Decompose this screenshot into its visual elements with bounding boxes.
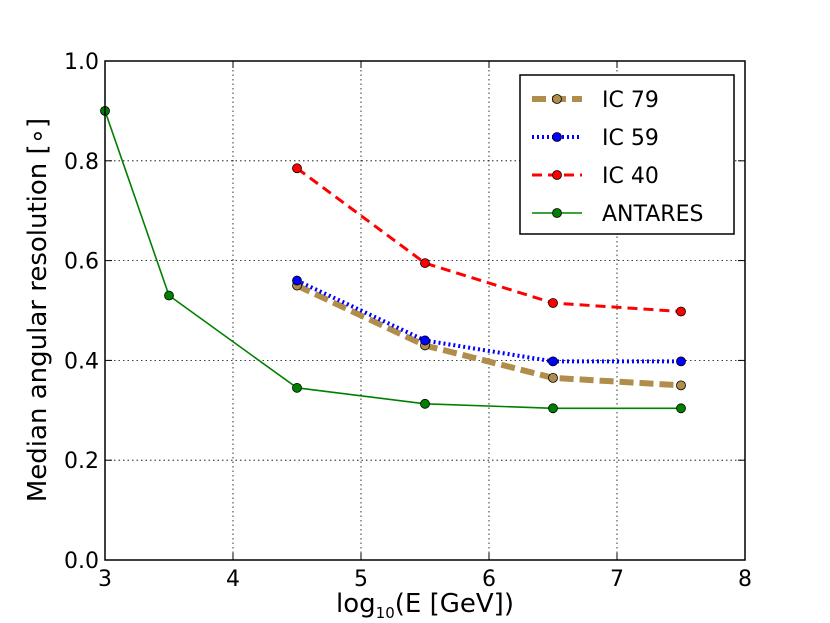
series-ic-79 [292, 280, 686, 391]
legend-entry-ic-40: IC 40 [532, 164, 659, 189]
x-axis-title-suffix: (E [GeV]) [395, 589, 514, 619]
series-line-ic-59 [296, 278, 681, 364]
legend-marker-ic-59 [552, 132, 562, 142]
data-point-ic-59 [420, 335, 430, 346]
data-point-ic-40 [548, 298, 558, 308]
y-tick-label: 1.0 [64, 50, 99, 75]
data-point-ic-59 [292, 275, 302, 286]
legend-label-ic-40: IC 40 [602, 164, 659, 189]
x-tick-label: 6 [482, 567, 496, 592]
legend-marker-ic-40 [552, 170, 562, 180]
series-ic-59 [292, 275, 686, 367]
y-tick-label: 0.0 [64, 549, 99, 574]
x-tick-label: 3 [98, 567, 112, 592]
data-point-antares [292, 382, 302, 393]
data-point-ic-59 [676, 356, 686, 367]
data-point-ic-59 [548, 356, 558, 367]
data-point-ic-79 [548, 372, 558, 383]
series-line-antares [104, 110, 681, 410]
legend-entry-ic-79: IC 79 [532, 88, 659, 113]
series-line-ic-79 [295, 282, 682, 389]
series-ic-40 [292, 163, 686, 317]
legend: IC 79 IC 59 IC 40 ANTARES [519, 74, 735, 235]
y-tick-label: 0.6 [64, 250, 99, 275]
series-layer [100, 106, 686, 414]
data-point-ic-40 [676, 306, 686, 317]
series-line-ic-40 [296, 167, 682, 313]
data-point-ic-40 [420, 258, 430, 268]
ticks: 3 4 5 6 7 8 0.0 0.2 0.4 0.6 0.8 1.0 [64, 50, 752, 592]
legend-label-ic-59: IC 59 [602, 126, 659, 151]
legend-entry-ic-59: IC 59 [532, 126, 659, 151]
legend-label-ic-79: IC 79 [602, 88, 659, 113]
x-axis-title-prefix: log [336, 589, 376, 619]
x-tick-label: 8 [738, 567, 752, 592]
y-tick-label: 0.8 [64, 150, 99, 175]
x-axis-title-subscript: 10 [376, 604, 395, 622]
legend-label-antares: ANTARES [602, 202, 703, 227]
y-tick-label: 0.2 [64, 449, 99, 474]
data-point-ic-79 [676, 380, 686, 391]
x-tick-label: 5 [354, 567, 368, 592]
data-point-antares [420, 398, 430, 409]
data-point-antares [164, 290, 174, 301]
data-point-antares [676, 403, 686, 414]
plot-area [104, 60, 746, 561]
data-point-ic-40 [292, 163, 302, 174]
x-tick-label: 7 [610, 567, 624, 592]
y-axis-title: Median angular resolution [∘] [23, 118, 53, 502]
x-tick-label: 4 [226, 567, 240, 592]
x-axis-title: log10(E [GeV]) [336, 589, 514, 622]
legend-entry-antares: ANTARES [532, 202, 703, 227]
y-tick-label: 0.4 [64, 349, 99, 374]
legend-marker-antares [552, 208, 562, 218]
legend-marker-ic-79 [552, 94, 562, 104]
data-point-antares [548, 403, 558, 414]
